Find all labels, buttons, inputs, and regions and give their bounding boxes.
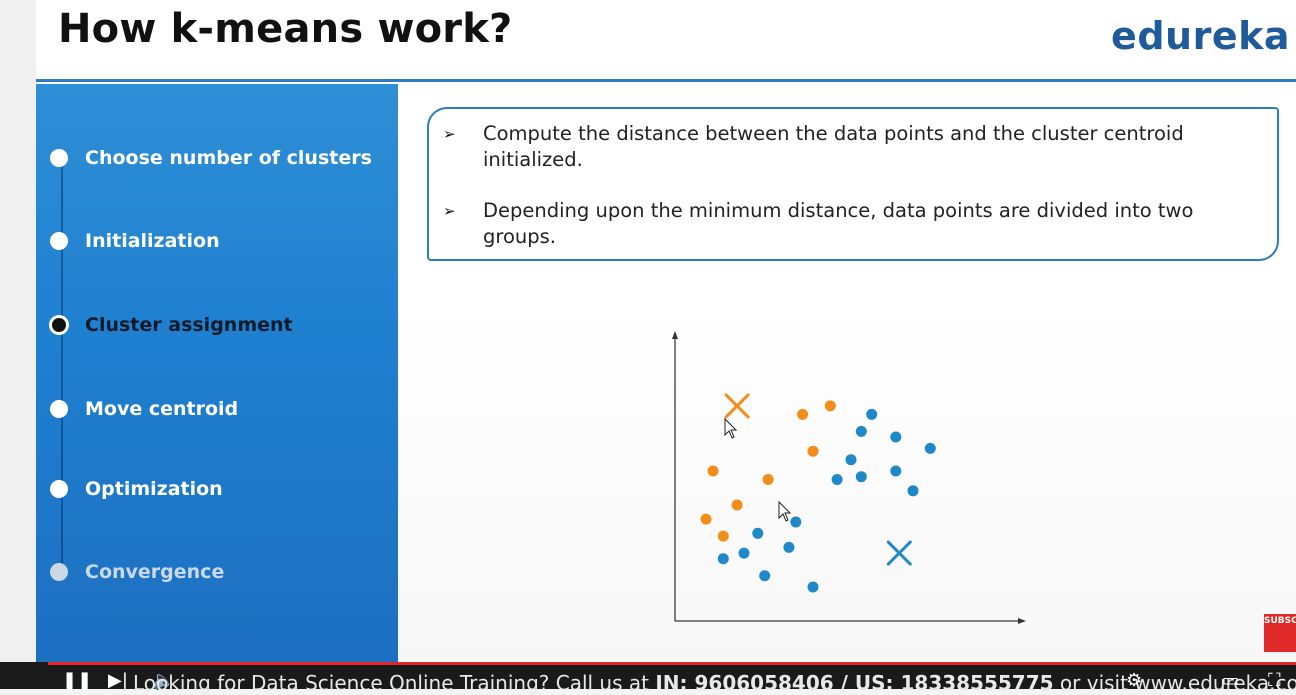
blue-data-point — [759, 570, 771, 582]
orange-data-point — [731, 499, 743, 511]
subscribe-badge[interactable]: SUBSCRIBE — [1264, 614, 1296, 652]
left-gutter — [0, 0, 36, 689]
theater-mode-icon[interactable]: ▭ — [1222, 670, 1240, 691]
blue-data-point — [752, 527, 764, 539]
progress-bar[interactable] — [48, 662, 1296, 665]
step-dot-icon — [50, 400, 68, 418]
arrow-bullet-icon: ➢ — [443, 125, 456, 143]
edureka-logo: edureka — [1111, 14, 1290, 58]
blue-data-point — [845, 454, 857, 466]
mouse-cursor-icon — [778, 500, 792, 522]
plot-area — [398, 300, 1296, 666]
step-dot-icon — [50, 149, 68, 167]
blue-centroid-x-icon — [886, 540, 912, 566]
blue-data-point — [831, 474, 843, 485]
orange-data-point — [807, 445, 819, 457]
mouse-cursor-icon — [724, 417, 738, 439]
bullet-item: ➢ Compute the distance between the data … — [443, 121, 1243, 173]
step-dot-icon — [50, 480, 68, 498]
step-label: Initialization — [85, 230, 220, 252]
blue-data-point — [783, 541, 795, 553]
step-dot-icon — [50, 232, 68, 250]
blue-data-point — [807, 581, 819, 593]
blue-data-point — [924, 442, 936, 454]
step-label: Convergence — [85, 561, 225, 583]
blue-data-point — [907, 485, 919, 497]
bullet-item: ➢ Depending upon the minimum distance, d… — [443, 198, 1243, 250]
blue-data-point — [855, 425, 867, 437]
slide-title: How k-means work? — [58, 6, 513, 52]
step-convergence: Convergence — [50, 559, 224, 585]
y-axis-arrow-icon — [672, 331, 678, 339]
step-label: Choose number of clusters — [85, 147, 372, 169]
orange-centroid-x-icon — [724, 393, 750, 419]
steps-sidebar: Choose number of clusters Initialization… — [36, 84, 398, 666]
step-optimization: Optimization — [50, 476, 223, 502]
promo-ticker: Looking for Data Science Online Training… — [133, 671, 1296, 695]
step-label: Cluster assignment — [85, 314, 293, 336]
step-label: Optimization — [85, 478, 223, 500]
blue-data-point — [738, 547, 750, 559]
scatter-chart — [672, 331, 1026, 624]
step-dot-icon — [50, 563, 68, 581]
pause-icon[interactable]: ❚❚ — [62, 670, 93, 691]
blue-data-point — [855, 471, 867, 483]
ticker-phone: IN: 9606058406 / US: 18338555775 — [655, 671, 1054, 695]
next-icon[interactable]: ▶| — [108, 670, 128, 691]
blue-data-point — [890, 465, 902, 477]
step-initialization: Initialization — [50, 228, 220, 254]
step-move-centroid: Move centroid — [50, 396, 238, 422]
fullscreen-icon[interactable]: ⛶ — [1268, 670, 1281, 691]
volume-icon[interactable]: 🔈 — [152, 670, 175, 691]
step-choose-clusters: Choose number of clusters — [50, 145, 372, 171]
step-dot-active-icon — [52, 318, 66, 332]
settings-gear-icon[interactable]: ⚙ — [1126, 670, 1143, 691]
orange-data-point — [700, 513, 712, 525]
ticker-suffix: or visit www.edureka.co — [1053, 671, 1296, 695]
blue-data-point — [717, 553, 729, 565]
bullet-text: Compute the distance between the data po… — [483, 122, 1184, 171]
orange-data-point — [824, 400, 836, 412]
bullet-text: Depending upon the minimum distance, dat… — [483, 199, 1194, 248]
step-label: Move centroid — [85, 398, 239, 420]
video-player-bar: ❚❚ ▶| 🔈 Looking for Data Science Online … — [0, 662, 1296, 695]
orange-data-point — [717, 530, 729, 542]
x-axis-arrow-icon — [1018, 618, 1026, 624]
description-box: ➢ Compute the distance between the data … — [427, 107, 1279, 261]
blue-data-point — [790, 516, 802, 528]
arrow-bullet-icon: ➢ — [443, 202, 456, 220]
ticker-prefix: Looking for Data Science Online Training… — [133, 671, 656, 695]
step-cluster-assignment: Cluster assignment — [50, 312, 293, 338]
blue-data-point — [890, 431, 902, 443]
blue-data-point — [866, 408, 878, 420]
orange-data-point — [762, 474, 774, 485]
orange-data-point — [797, 408, 809, 420]
orange-data-point — [707, 465, 719, 477]
timeline-line — [61, 157, 63, 573]
title-divider — [36, 79, 1296, 82]
slide: How k-means work? edureka Choose number … — [36, 0, 1296, 666]
